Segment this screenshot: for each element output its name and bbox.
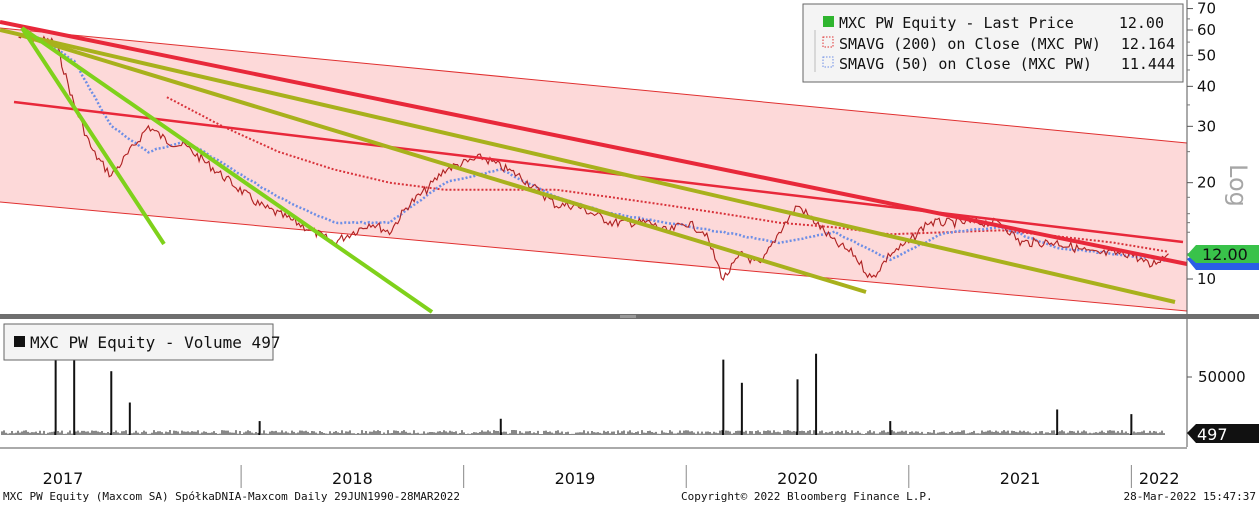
last-price-tag-green — [1187, 245, 1259, 263]
price-legend-square-sma50 — [822, 56, 834, 68]
volume-legend: MXC PW Equity - Volume 497 — [3, 323, 280, 361]
price-legend-square-sma200 — [822, 36, 834, 48]
price-axis-ticks: 10 20 30 40 50 60 70 — [1187, 0, 1216, 288]
legend-sma50-value: 11.444 — [1121, 55, 1175, 73]
channel-lower-line — [0, 201, 1188, 312]
x-axis-label-2017: 2017 — [43, 469, 84, 488]
sma50-line — [36, 36, 1169, 262]
red-trendline-lower — [13, 100, 1184, 244]
log-scale-label: Log — [1224, 164, 1252, 207]
x-axis-label-2019: 2019 — [555, 469, 596, 488]
footer-left: MXC PW Equity (Maxcom SA) SpółkaDNIA-Max… — [3, 490, 460, 503]
footer-center: Copyright© 2022 Bloomberg Finance L.P. — [681, 490, 933, 503]
x-axis-label-2022: 2022 — [1139, 469, 1180, 488]
price-axis-label-70: 70 — [1197, 0, 1216, 18]
price-axis-label-60: 60 — [1197, 21, 1216, 39]
legend-last-price-label: MXC PW Equity - Last Price — [839, 14, 1074, 32]
last-volume-tag: 497 — [1187, 424, 1259, 444]
price-axis-label-50: 50 — [1197, 46, 1216, 64]
price-line-shadow — [18, 33, 1169, 281]
last-price-tag-text: 12.00 — [1202, 245, 1248, 264]
last-volume-tag-bg — [1187, 424, 1259, 443]
price-legend: MXC PW Equity - Last Price 12.00 SMAVG (… — [802, 3, 1184, 83]
price-axis-label-40: 40 — [1197, 77, 1216, 95]
green-trendline-medium — [20, 26, 434, 314]
legend-sma50-label: SMAVG (50) on Close (MXC PW) — [839, 55, 1092, 73]
volume-axis-label-50000: 50000 — [1198, 368, 1246, 386]
volume-legend-box — [3, 323, 274, 361]
price-legend-square-last — [823, 16, 834, 27]
x-axis-label-2020: 2020 — [777, 469, 818, 488]
price-legend-box — [802, 3, 1184, 83]
volume-legend-square — [14, 336, 25, 347]
x-axis-year-labels: 2017 2018 2019 2020 2021 2022 — [43, 465, 1180, 488]
x-axis-label-2021: 2021 — [1000, 469, 1041, 488]
last-volume-tag-text: 497 — [1197, 425, 1228, 444]
x-axis-label-2018: 2018 — [332, 469, 373, 488]
red-trendline-upper — [0, 20, 1188, 266]
green-trendline-steep — [20, 26, 166, 246]
panel-separator-grip[interactable] — [620, 315, 636, 318]
price-axis-label-10: 10 — [1197, 270, 1216, 288]
price-axis-label-30: 30 — [1197, 117, 1216, 135]
legend-sma200-value: 12.164 — [1121, 35, 1175, 53]
olive-trendline-long — [0, 28, 1176, 304]
volume-legend-label: MXC PW Equity - Volume 497 — [30, 333, 280, 352]
olive-trendline-short — [19, 33, 867, 294]
last-price-tag: 12.00 — [1187, 245, 1259, 270]
price-axis-label-20: 20 — [1197, 174, 1216, 192]
footer-right: 28-Mar-2022 15:47:37 — [1124, 490, 1256, 503]
legend-sma200-label: SMAVG (200) on Close (MXC PW) — [839, 35, 1101, 53]
legend-last-price-value: 12.00 — [1119, 14, 1164, 32]
channel-upper-line — [0, 27, 1188, 144]
